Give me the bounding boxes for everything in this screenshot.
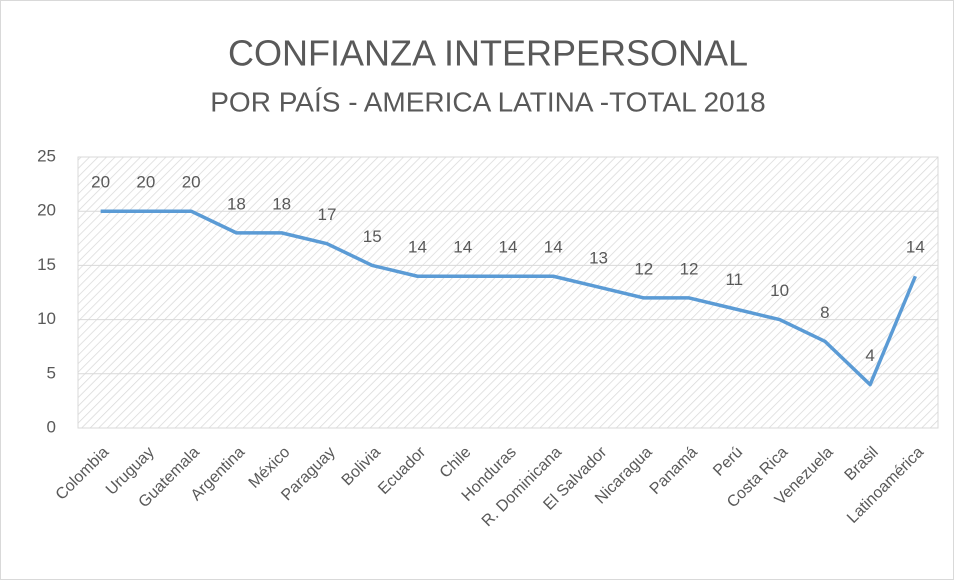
data-label: 20 (182, 173, 201, 192)
data-label: 10 (770, 281, 789, 300)
data-label: 14 (906, 238, 925, 257)
y-tick-label: 10 (37, 309, 56, 328)
y-tick-label: 20 (37, 201, 56, 220)
data-label: 14 (499, 238, 518, 257)
data-label: 11 (725, 270, 743, 289)
data-label: 20 (136, 173, 155, 192)
data-label: 18 (227, 194, 246, 213)
y-tick-label: 15 (37, 255, 56, 274)
data-label: 14 (408, 238, 427, 257)
data-label: 14 (544, 238, 563, 257)
data-label: 15 (363, 227, 382, 246)
data-label: 14 (453, 238, 472, 257)
y-tick-label: 25 (37, 146, 56, 165)
data-label: 12 (680, 259, 699, 278)
chart-title: CONFIANZA INTERPERSONAL (228, 33, 748, 74)
plot-area (77, 156, 939, 429)
data-label: 18 (272, 194, 291, 213)
data-label: 17 (317, 205, 336, 224)
chart-subtitle: POR PAÍS - AMERICA LATINA -TOTAL 2018 (210, 86, 766, 117)
data-line (100, 209, 917, 387)
y-tick-label: 5 (47, 363, 56, 382)
data-label: 8 (820, 303, 829, 322)
y-tick-label: 0 (47, 417, 56, 436)
data-label: 4 (865, 346, 874, 365)
data-label: 13 (589, 249, 608, 268)
data-label: 20 (91, 173, 110, 192)
data-label: 12 (634, 259, 653, 278)
